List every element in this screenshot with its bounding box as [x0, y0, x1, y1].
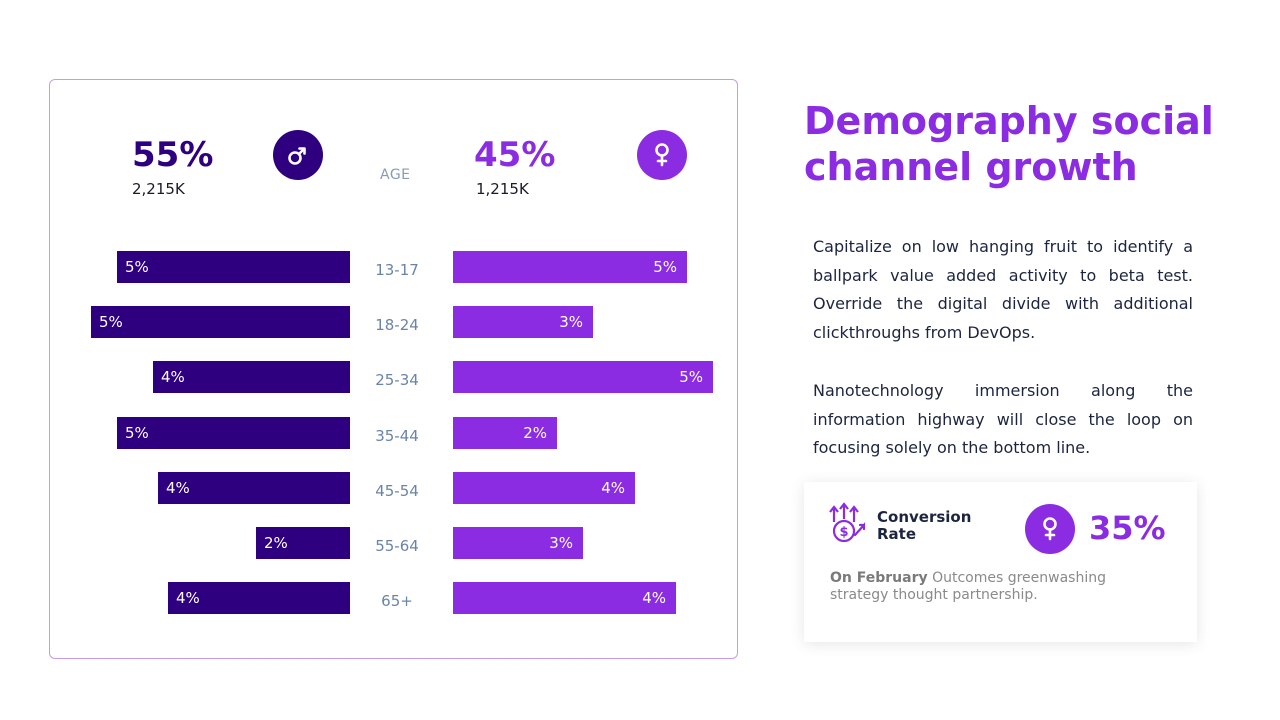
male-icon: [273, 130, 323, 180]
female-icon: [637, 130, 687, 180]
conversion-card: $ Conversion Rate 35% On February Outcom…: [804, 482, 1197, 642]
description-paragraph-2: Nanotechnology immersion along the infor…: [813, 381, 1193, 458]
conversion-value: 35%: [1089, 509, 1166, 547]
female-bar: 5%: [453, 361, 713, 393]
male-bar: 5%: [117, 251, 350, 283]
female-icon: [1025, 504, 1075, 554]
age-group-label: 25-34: [375, 371, 419, 389]
conversion-label: Conversion Rate: [877, 508, 972, 543]
male-bar: 4%: [158, 472, 350, 504]
female-count: 1,215K: [476, 180, 529, 198]
female-bar: 5%: [453, 251, 687, 283]
male-bar: 5%: [117, 417, 350, 449]
female-bar: 3%: [453, 306, 593, 338]
svg-text:$: $: [839, 525, 848, 540]
age-group-label: 55-64: [375, 537, 419, 555]
female-bar: 2%: [453, 417, 557, 449]
age-group-label: 13-17: [375, 261, 419, 279]
conversion-note: On February Outcomes greenwashing strate…: [830, 570, 1120, 604]
male-bar: 4%: [153, 361, 350, 393]
demography-chart-card: [49, 79, 738, 659]
female-percent: 45%: [474, 135, 556, 175]
female-bar: 4%: [453, 472, 635, 504]
conversion-note-text: Outcomes greenwashing strategy thought p…: [830, 570, 1106, 603]
male-bar: 5%: [91, 306, 350, 338]
female-bar: 4%: [453, 582, 676, 614]
female-bar: 3%: [453, 527, 583, 559]
age-group-label: 18-24: [375, 316, 419, 334]
money-growth-icon: $: [824, 502, 872, 550]
male-bar: 4%: [168, 582, 350, 614]
conversion-note-month: On February: [830, 570, 928, 586]
description-paragraph-1: Capitalize on low hanging fruit to ident…: [813, 237, 1193, 342]
male-count: 2,215K: [132, 180, 185, 198]
page-title: Demography social channel growth: [804, 99, 1214, 189]
male-percent: 55%: [132, 135, 214, 175]
age-group-label: 35-44: [375, 427, 419, 445]
age-axis-label: AGE: [380, 167, 411, 183]
age-group-label: 65+: [381, 592, 413, 610]
age-group-label: 45-54: [375, 482, 419, 500]
male-bar: 2%: [256, 527, 350, 559]
